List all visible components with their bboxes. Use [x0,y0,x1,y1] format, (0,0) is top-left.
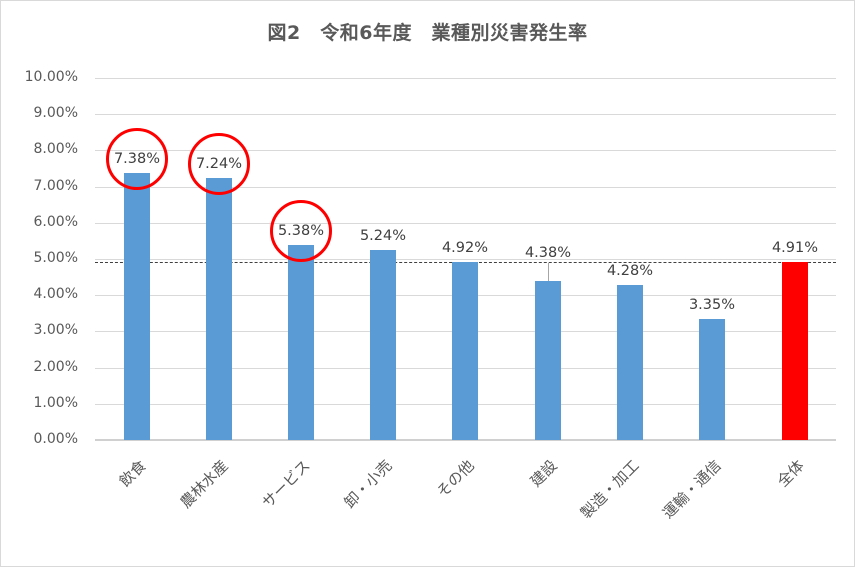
gridline [95,186,836,188]
y-tick-label: 10.00% [24,69,78,85]
bar-2[interactable] [288,245,314,440]
chart-title: 図2 令和6年度 業種別災害発生率 [267,22,588,44]
y-tick-label: 0.00% [33,431,78,447]
bar-5[interactable] [535,281,561,440]
highlight-circle [270,200,332,263]
value-label: 4.92% [441,239,489,256]
bar-0[interactable] [124,172,150,440]
bar-4[interactable] [452,261,478,440]
y-tick-label: 6.00% [33,213,78,230]
y-tick-label: 9.00% [33,105,78,122]
highlight-circle [188,132,250,195]
bar-1[interactable] [206,177,232,440]
gridline [95,150,836,152]
value-label: 5.24% [359,228,407,245]
gridline [95,259,836,260]
gridline [95,114,836,116]
value-label: 4.28% [606,263,654,280]
y-tick-label: 7.00% [33,177,78,194]
y-tick-label: 1.00% [33,394,78,411]
gridline [95,222,836,224]
label-leader-line [548,263,549,282]
y-tick-label: 2.00% [33,358,78,375]
x-axis-line [95,439,836,441]
value-label: 4.91% [771,240,819,257]
y-tick-label: 4.00% [33,286,78,303]
value-label: 4.38% [524,245,572,262]
y-tick-label: 5.00% [33,250,78,266]
highlight-circle [106,127,168,190]
bar-6[interactable] [617,285,643,440]
value-label: 3.35% [688,296,736,313]
bar-7[interactable] [699,318,725,440]
bar-8[interactable] [782,262,808,440]
bar-3[interactable] [370,250,396,440]
y-tick-label: 8.00% [33,141,78,158]
y-tick-label: 3.00% [33,322,78,339]
gridline [95,78,836,79]
